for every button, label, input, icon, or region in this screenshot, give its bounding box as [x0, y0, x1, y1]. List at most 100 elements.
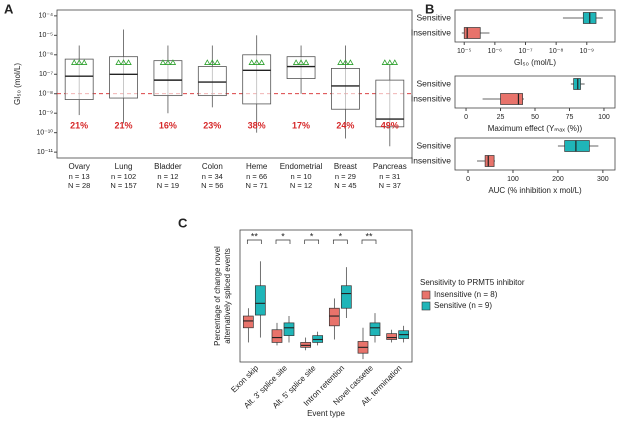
n-label: n = 34 [202, 172, 223, 181]
censored-marker [214, 59, 221, 65]
significance-label: * [281, 231, 285, 241]
x-tick-label: 10⁻⁸ [549, 48, 563, 55]
x-tick-label: Bladder [154, 162, 182, 171]
box [369, 322, 381, 336]
censored-marker [125, 59, 132, 65]
y-tick-label: 10⁻⁸ [39, 91, 53, 98]
censored-marker [297, 59, 305, 65]
censored-marker [209, 59, 216, 65]
percent-label: 49% [381, 120, 399, 130]
y-tick-label: 10⁻¹¹ [37, 149, 54, 156]
x-tick-label: 10⁻⁵ [457, 48, 471, 55]
N-label: N = 12 [290, 181, 312, 190]
x-tick-label: 300 [597, 176, 609, 183]
censored-marker [386, 59, 393, 65]
censored-marker [342, 59, 349, 65]
n-label: n = 66 [246, 172, 267, 181]
y-tick-label: 10⁻⁵ [39, 32, 53, 39]
legend-swatch [421, 290, 431, 300]
box [64, 58, 94, 100]
censored-marker [248, 59, 255, 65]
N-label: N = 45 [334, 181, 356, 190]
plot-frame [454, 137, 616, 171]
box [564, 140, 590, 152]
x-tick-label: Endometrial [280, 162, 323, 171]
x-axis-label: AUC (% inhibition x mol/L) [488, 186, 582, 195]
box [386, 333, 398, 340]
box [153, 60, 183, 97]
x-tick-label: 25 [497, 114, 505, 121]
significance-bracket [304, 239, 320, 244]
x-tick-label: 75 [566, 114, 574, 121]
panel-label: B [425, 1, 434, 16]
significance-bracket [275, 239, 291, 244]
x-tick-label: 100 [598, 114, 610, 121]
legend-swatch [421, 301, 431, 311]
x-tick-label: Colon [202, 162, 223, 171]
x-tick-label: Ovary [69, 162, 90, 171]
box [573, 78, 581, 90]
category-label: Insensitive [411, 93, 451, 103]
N-label: N = 37 [379, 181, 401, 190]
censored-marker [81, 59, 88, 65]
censored-marker [159, 59, 167, 65]
panel-label: A [4, 1, 14, 16]
censored-marker [71, 59, 78, 65]
censored-marker [120, 59, 127, 65]
x-tick-label: 10⁻⁷ [518, 48, 532, 55]
censored-marker [169, 59, 177, 65]
x-tick-label: 10⁻⁶ [488, 48, 502, 55]
censored-marker [204, 59, 211, 65]
y-tick-label: 10⁻¹⁰ [36, 129, 53, 137]
category-label: Sensitive [417, 140, 452, 150]
n-label: n = 29 [335, 172, 356, 181]
plot-frame [454, 75, 616, 109]
box [331, 68, 360, 110]
category-label: Sensitive [417, 12, 452, 22]
percent-label: 17% [292, 120, 310, 130]
x-axis-label: Maximum effect (Yₘₐₓ (%)) [488, 124, 583, 133]
box [484, 155, 495, 167]
n-label: n = 13 [69, 172, 90, 181]
box [328, 307, 340, 327]
significance-label: * [339, 231, 343, 241]
censored-marker [115, 59, 122, 65]
box [197, 66, 227, 97]
censored-marker [381, 59, 388, 65]
censored-marker [302, 59, 310, 65]
x-tick-label: 10⁻⁹ [580, 48, 594, 55]
significance-label: ** [251, 231, 259, 241]
x-tick-label: 100 [507, 176, 519, 183]
x-tick-label: 50 [531, 114, 539, 121]
censored-marker [258, 59, 265, 65]
x-axis-label: Event type [307, 409, 345, 418]
x-tick-label: Breast [334, 162, 358, 171]
censored-marker [253, 59, 260, 65]
x-tick-label: Heme [246, 162, 268, 171]
percent-label: 21% [115, 120, 133, 130]
N-label: N = 71 [246, 181, 268, 190]
n-label: n = 12 [157, 172, 178, 181]
panel-label: C [178, 215, 188, 230]
censored-marker [347, 59, 354, 65]
box [463, 27, 481, 39]
N-label: N = 28 [68, 181, 90, 190]
plot-frame [454, 9, 616, 43]
plot-frame [56, 9, 413, 159]
y-axis-label: alternatively spliced events [223, 248, 232, 344]
category-label: Sensitive [417, 78, 452, 88]
legend-title: Sensitivity to PRMT5 inhibitor [420, 278, 525, 287]
x-tick-label: 200 [552, 176, 564, 183]
category-label: Insensitive [411, 27, 451, 37]
box [109, 56, 138, 99]
legend-label: Insensitive (n = 8) [434, 290, 498, 299]
censored-marker [76, 59, 83, 65]
censored-marker [391, 59, 398, 65]
significance-bracket [246, 239, 262, 244]
x-tick-label: 0 [464, 114, 468, 121]
percent-label: 38% [248, 120, 266, 130]
y-axis-label: GI₅₀ (mol/L) [13, 63, 22, 105]
box [271, 329, 283, 343]
percent-label: 21% [70, 120, 88, 130]
